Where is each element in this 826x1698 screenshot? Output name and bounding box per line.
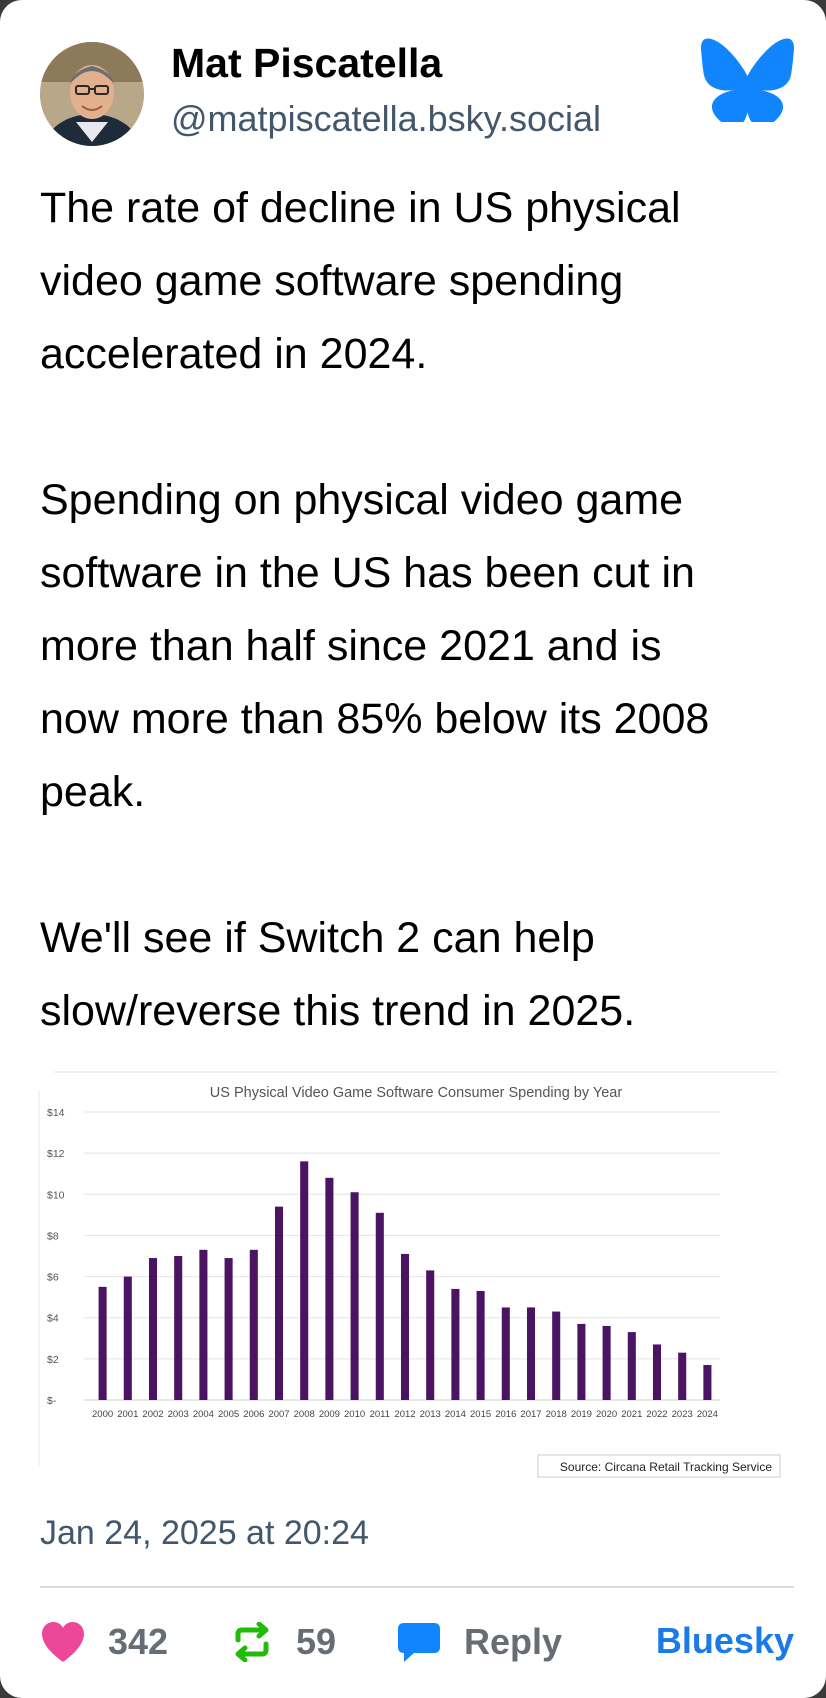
y-tick-label: $8: [47, 1230, 59, 1242]
x-tick-label: 2016: [495, 1409, 516, 1420]
x-tick-label: 2000: [92, 1409, 113, 1420]
post-paragraph-3: We'll see if Switch 2 can help slow/reve…: [40, 902, 800, 1048]
y-tick-label: $14: [47, 1107, 65, 1119]
x-tick-label: 2011: [370, 1409, 390, 1420]
x-tick-label: 2006: [243, 1409, 264, 1420]
chart-source-note: Source: Circana Retail Tracking Service: [560, 1460, 772, 1474]
post-line: The rate of decline in US physical: [40, 184, 681, 232]
chart-title: US Physical Video Game Software Consumer…: [210, 1085, 623, 1101]
author-display-name[interactable]: Mat Piscatella: [171, 40, 443, 86]
post-line: now more than 85% below its 2008: [40, 695, 710, 743]
x-tick-label: 2014: [445, 1409, 466, 1420]
y-tick-label: $10: [47, 1189, 65, 1201]
post-line: video game software spending: [40, 257, 624, 305]
author-handle[interactable]: @matpiscatella.bsky.social: [171, 98, 602, 139]
post-line: more than half since 2021 and is: [40, 622, 662, 670]
bar: [375, 1212, 384, 1400]
x-tick-label: 2018: [546, 1409, 567, 1420]
repost-count: 59: [296, 1621, 337, 1662]
x-tick-label: 2007: [268, 1409, 289, 1420]
x-tick-label: 2003: [168, 1409, 189, 1420]
bar: [577, 1323, 586, 1400]
bar: [274, 1206, 284, 1400]
y-tick-label: $12: [47, 1148, 65, 1160]
bar: [400, 1253, 410, 1400]
bar: [526, 1307, 536, 1400]
x-tick-label: 2019: [571, 1409, 592, 1420]
repost-button[interactable]: 59: [230, 1614, 336, 1670]
post-paragraph-1: The rate of decline in US physical video…: [40, 172, 800, 391]
bar: [703, 1365, 712, 1400]
x-tick-label: 2023: [672, 1409, 693, 1420]
x-tick-label: 2005: [218, 1409, 239, 1420]
post-line: We'll see if Switch 2 can help: [40, 914, 595, 962]
bar-chart: US Physical Video Game Software Consumer…: [38, 1071, 781, 1478]
bar: [426, 1270, 435, 1400]
bar: [199, 1249, 208, 1400]
x-tick-label: 2021: [621, 1409, 642, 1420]
x-tick-label: 2012: [394, 1409, 415, 1420]
bar: [602, 1325, 611, 1400]
y-tick-label: $2: [47, 1354, 59, 1366]
bar: [148, 1258, 158, 1400]
x-tick-label: 2009: [319, 1409, 340, 1420]
bar: [174, 1256, 183, 1400]
bar: [98, 1286, 107, 1400]
x-tick-label: 2024: [697, 1409, 718, 1420]
repost-icon: [235, 1622, 269, 1662]
like-button[interactable]: 342: [40, 1614, 168, 1670]
x-tick-label: 2020: [596, 1409, 617, 1420]
bar: [652, 1344, 662, 1400]
bar: [501, 1307, 510, 1400]
post-line: peak.: [40, 768, 146, 816]
chart-source-box: [537, 1454, 781, 1478]
x-tick-label: 2022: [646, 1409, 667, 1420]
bar: [627, 1332, 636, 1400]
like-count: 342: [108, 1621, 169, 1662]
x-tick-label: 2010: [344, 1409, 365, 1420]
reply-bubble-icon: [398, 1623, 440, 1662]
heart-icon: [42, 1622, 84, 1662]
bar: [678, 1352, 687, 1400]
bar: [123, 1276, 132, 1400]
bar: [325, 1177, 334, 1400]
post-line: accelerated in 2024.: [40, 330, 428, 378]
y-tick-label: $4: [47, 1313, 59, 1325]
avatar-image: [40, 42, 144, 146]
x-tick-label: 2008: [294, 1409, 315, 1420]
reply-button[interactable]: Reply: [396, 1614, 562, 1670]
bar: [552, 1311, 561, 1400]
post-text: The rate of decline in US physical video…: [40, 172, 800, 1048]
x-tick-label: 2013: [420, 1409, 441, 1420]
bar: [249, 1249, 258, 1400]
avatar[interactable]: [40, 42, 144, 146]
post-paragraph-2: Spending on physical video game software…: [40, 464, 800, 829]
x-tick-label: 2017: [520, 1409, 541, 1420]
post-line: software in the US has been cut in: [40, 549, 695, 597]
bar: [476, 1290, 485, 1400]
bar: [451, 1288, 460, 1400]
y-tick-label: $6: [47, 1272, 59, 1284]
divider: [40, 1586, 794, 1588]
x-tick-label: 2002: [142, 1409, 163, 1420]
x-tick-label: 2015: [470, 1409, 491, 1420]
x-tick-label: 2001: [117, 1409, 138, 1420]
bar: [350, 1192, 359, 1400]
x-tick-label: 2004: [193, 1409, 214, 1420]
post-timestamp[interactable]: Jan 24, 2025 at 20:24: [40, 1514, 369, 1552]
y-tick-label: $-: [47, 1395, 57, 1407]
bluesky-butterfly-icon[interactable]: [700, 38, 795, 122]
post-line: Spending on physical video game: [40, 476, 684, 524]
reply-label: Reply: [464, 1621, 563, 1662]
bar: [224, 1258, 233, 1400]
post-line: slow/reverse this trend in 2025.: [40, 987, 636, 1035]
chart-image[interactable]: US Physical Video Game Software Consumer…: [38, 1070, 784, 1480]
bar: [300, 1161, 309, 1400]
bluesky-link[interactable]: Bluesky: [655, 1620, 794, 1661]
